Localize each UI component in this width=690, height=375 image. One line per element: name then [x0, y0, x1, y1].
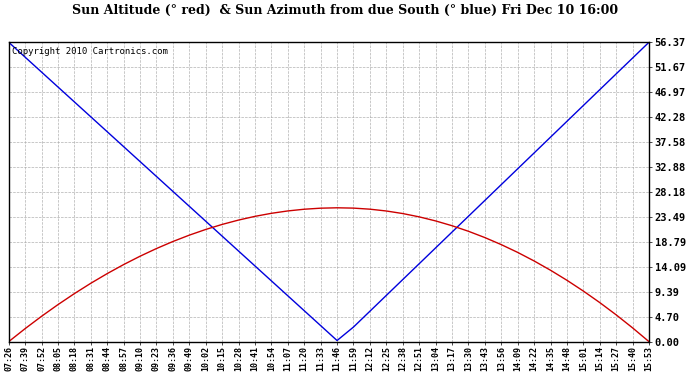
Text: Copyright 2010 Cartronics.com: Copyright 2010 Cartronics.com: [12, 47, 168, 56]
Text: Sun Altitude (° red)  & Sun Azimuth from due South (° blue) Fri Dec 10 16:00: Sun Altitude (° red) & Sun Azimuth from …: [72, 4, 618, 17]
